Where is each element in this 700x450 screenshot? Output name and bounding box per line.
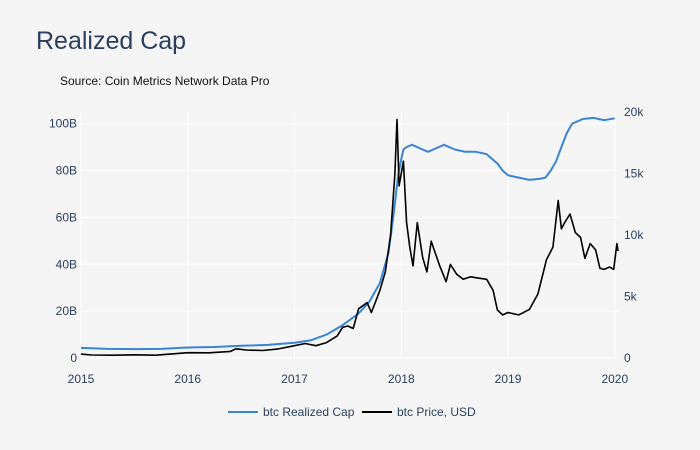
x-tick-label: 2020 xyxy=(601,372,628,386)
y-left-tick-label: 20B xyxy=(56,304,77,318)
y-right-tick-label: 20k xyxy=(624,105,644,119)
y-right-tick-label: 0 xyxy=(624,351,631,365)
x-tick-label: 2018 xyxy=(388,372,415,386)
legend-label: btc Price, USD xyxy=(397,405,476,419)
legend[interactable]: btc Realized Cap btc Price, USD xyxy=(228,405,476,419)
legend-item-btc-price[interactable]: btc Price, USD xyxy=(362,405,476,419)
x-tick-label: 2016 xyxy=(174,372,201,386)
series-line-btc-price xyxy=(80,118,619,356)
axis-layer: 0 20B 40B 60B 80B 100B 0 5k 10k 15k 20k 2015 2016 201… xyxy=(49,105,644,386)
y-left-tick-label: 0 xyxy=(70,351,77,365)
y-right-tick-label: 15k xyxy=(624,167,644,181)
x-tick-label: 2017 xyxy=(281,372,308,386)
y-left-tick-label: 40B xyxy=(56,257,77,271)
x-tick-label: 2015 xyxy=(68,372,95,386)
y-right-tick-label: 5k xyxy=(624,290,638,304)
grid-layer xyxy=(80,112,618,359)
series-line-realized-cap xyxy=(80,116,615,351)
x-tick-label: 2019 xyxy=(495,372,522,386)
y-left-tick-label: 80B xyxy=(56,164,77,178)
legend-item-realized-cap[interactable]: btc Realized Cap xyxy=(228,405,355,419)
series-layer xyxy=(80,116,619,356)
chart-subtitle: Source: Coin Metrics Network Data Pro xyxy=(60,74,270,88)
y-left-tick-label: 60B xyxy=(56,210,77,224)
y-left-tick-label: 100B xyxy=(49,117,77,131)
y-right-tick-label: 10k xyxy=(624,228,644,242)
chart-title: Realized Cap xyxy=(36,27,187,55)
legend-label: btc Realized Cap xyxy=(263,405,355,419)
